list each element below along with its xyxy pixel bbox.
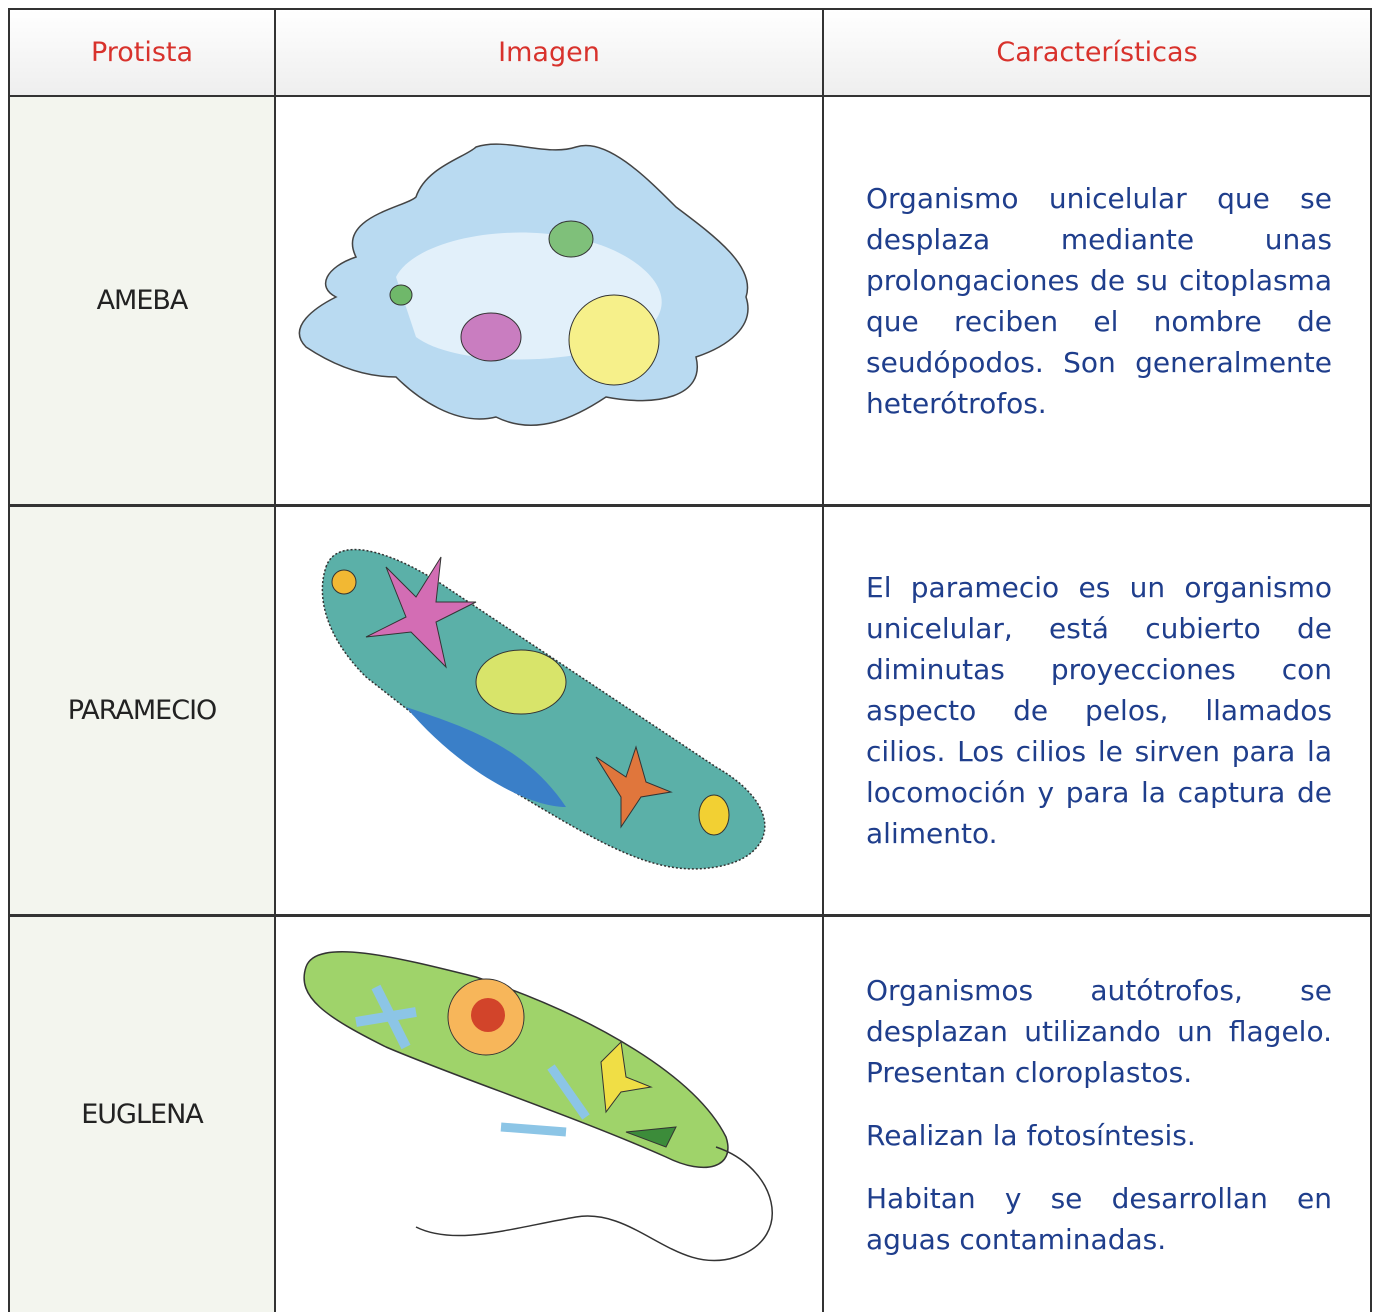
description: Habitan y se desarrollan en aguas contam… <box>866 1181 1332 1256</box>
name-cell: EUGLENA <box>10 917 274 1312</box>
header-cell: Imagen <box>276 10 822 95</box>
border <box>8 95 1372 97</box>
border <box>1370 8 1372 1312</box>
description-cell: Organismos autótrofos, se desplazan util… <box>866 917 1332 1312</box>
euglena-illustration <box>303 951 773 1262</box>
name: PARAMECIO <box>67 695 218 726</box>
name: AMEBA <box>96 285 189 316</box>
header-text: Imagen <box>498 37 600 68</box>
description: Organismo unicelular que se desplaza med… <box>866 181 1332 420</box>
border <box>8 8 10 1312</box>
description-cell: El paramecio es un organismo unicelular,… <box>866 507 1332 914</box>
description: Realizan la fotosíntesis. <box>866 1118 1196 1152</box>
description: El paramecio es un organismo unicelular,… <box>866 571 1332 850</box>
ameba-illustration <box>298 143 749 426</box>
border <box>274 8 276 1312</box>
name: EUGLENA <box>81 1099 204 1130</box>
header-text: Características <box>996 37 1198 68</box>
header-cell: Características <box>824 10 1370 95</box>
border <box>8 914 1372 917</box>
name-cell: AMEBA <box>10 97 274 504</box>
header-cell: Protista <box>10 10 274 95</box>
paramecio-illustration <box>321 548 766 870</box>
description: Organismos autótrofos, se desplazan util… <box>866 973 1332 1089</box>
header-text: Protista <box>90 37 194 68</box>
name-cell: PARAMECIO <box>10 507 274 914</box>
border <box>8 504 1372 507</box>
border <box>822 8 824 1312</box>
description-cell: Organismo unicelular que se desplaza med… <box>866 97 1332 504</box>
border <box>8 8 1372 10</box>
